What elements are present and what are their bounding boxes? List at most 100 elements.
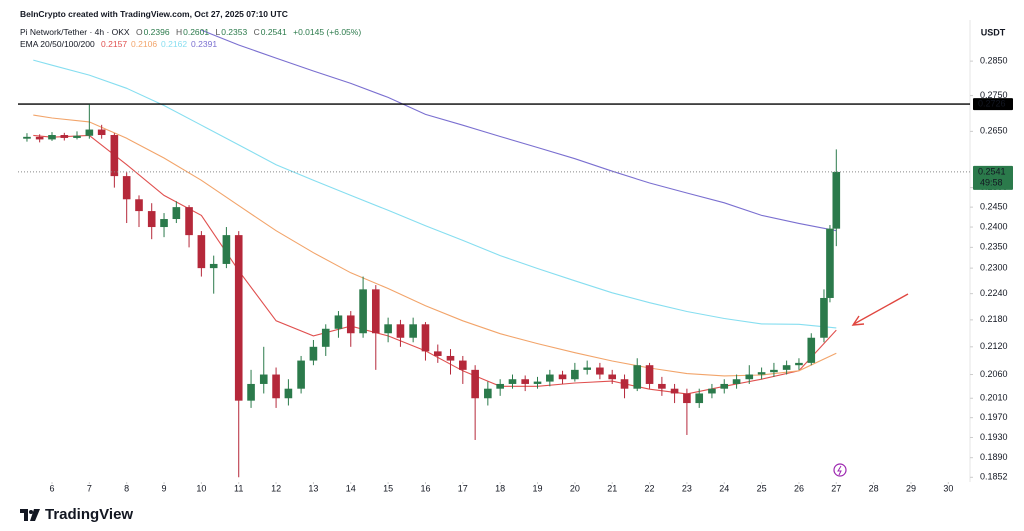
y-tick-label: 0.2120 — [980, 341, 1008, 351]
candle-body — [508, 379, 517, 384]
y-tick-label: 0.2400 — [980, 221, 1008, 231]
candle-body — [695, 393, 704, 404]
candle-body — [608, 374, 617, 380]
x-tick-label: 18 — [495, 483, 505, 493]
logo-icon — [20, 508, 40, 521]
candle-body — [433, 351, 442, 356]
candle-body — [346, 315, 355, 334]
candle-body — [73, 135, 81, 138]
x-tick-label: 24 — [719, 483, 729, 493]
candle-body — [371, 289, 380, 334]
candle-body — [309, 346, 318, 361]
y-tick-label: 0.1852 — [980, 472, 1008, 482]
candle-body — [732, 379, 741, 384]
candle-body — [596, 367, 604, 375]
candle-body — [272, 374, 280, 399]
candle-body — [60, 135, 69, 138]
y-tick-label: 0.2750 — [980, 90, 1008, 100]
candle-body — [546, 374, 554, 382]
x-tick-label: 12 — [271, 483, 281, 493]
candle-body — [97, 129, 106, 136]
candle-body — [259, 374, 268, 384]
x-tick-label: 23 — [682, 483, 692, 493]
candle-body — [484, 388, 492, 399]
x-tick-label: 7 — [87, 483, 92, 493]
candle-body — [110, 135, 119, 177]
level-label: 0.2726 — [978, 98, 1006, 108]
x-tick-label: 15 — [383, 483, 393, 493]
event-icon — [833, 463, 847, 477]
x-tick-label: 14 — [346, 483, 356, 493]
candle-body — [122, 176, 131, 200]
ema-line — [33, 114, 837, 377]
ema-line — [33, 59, 837, 329]
y-tick-label: 0.2180 — [980, 314, 1008, 324]
candle-body — [23, 136, 31, 139]
x-tick-label: 20 — [570, 483, 580, 493]
candle-body — [234, 235, 243, 401]
candle-body — [658, 383, 666, 389]
candle-body — [209, 263, 218, 269]
x-tick-label: 13 — [308, 483, 318, 493]
x-tick-label: 19 — [533, 483, 543, 493]
candle-body — [620, 379, 629, 389]
x-tick-label: 22 — [645, 483, 655, 493]
candle-body — [708, 388, 716, 394]
y-tick-label: 0.2060 — [980, 369, 1008, 379]
candle-body — [459, 360, 467, 370]
candle-body — [782, 365, 791, 370]
logo-text: TradingView — [45, 506, 134, 523]
x-tick-label: 28 — [869, 483, 879, 493]
candle-body — [409, 324, 417, 338]
candle-body — [85, 129, 94, 136]
footer: TradingView — [20, 506, 133, 523]
x-tick-label: 30 — [943, 483, 953, 493]
candle-body — [284, 388, 293, 399]
candle-body — [795, 362, 803, 366]
candle-body — [745, 374, 754, 380]
candle-body — [770, 369, 778, 373]
x-tick-label: 9 — [162, 483, 167, 493]
candle-body — [832, 171, 841, 229]
y-tick-label: 0.2240 — [980, 288, 1008, 298]
candle-body — [334, 315, 343, 329]
y-tick-label: 0.2450 — [980, 202, 1008, 212]
candle-body — [496, 383, 504, 389]
candle-body — [35, 136, 44, 140]
y-tick-label: 0.1970 — [980, 412, 1008, 422]
candle-body — [135, 199, 143, 212]
x-tick-label: 27 — [831, 483, 841, 493]
candle-body — [633, 365, 642, 389]
last-price-box — [973, 165, 1013, 190]
y-tick-label: 0.2300 — [980, 263, 1008, 273]
x-tick-label: 16 — [420, 483, 430, 493]
x-tick-label: 17 — [458, 483, 468, 493]
level-label-box — [973, 98, 1013, 111]
x-tick-label: 25 — [757, 483, 767, 493]
y-tick-label: 0.2010 — [980, 393, 1008, 403]
ema-line — [201, 29, 837, 232]
y-tick-label: 0.2650 — [980, 126, 1008, 136]
x-tick-label: 26 — [794, 483, 804, 493]
candle-body — [471, 369, 479, 399]
last-price-label: 0.2541 — [978, 166, 1006, 176]
candle-body — [297, 360, 305, 389]
candle-body — [247, 383, 255, 401]
candle-body — [571, 369, 579, 380]
currency-label: USDT — [981, 27, 1006, 37]
candle-body — [583, 367, 591, 370]
y-tick-label: 0.2850 — [980, 55, 1008, 65]
candle-body — [720, 383, 729, 389]
candle-body — [533, 381, 542, 384]
candle-body — [147, 211, 156, 228]
candle-body — [521, 379, 529, 384]
candle-body — [222, 235, 231, 264]
x-tick-label: 11 — [234, 483, 243, 493]
candle-body — [185, 207, 193, 236]
candle-body — [321, 328, 330, 347]
candle-body — [384, 324, 392, 334]
y-tick-label: 0.2350 — [980, 242, 1008, 252]
annotation-arrow — [851, 293, 909, 326]
